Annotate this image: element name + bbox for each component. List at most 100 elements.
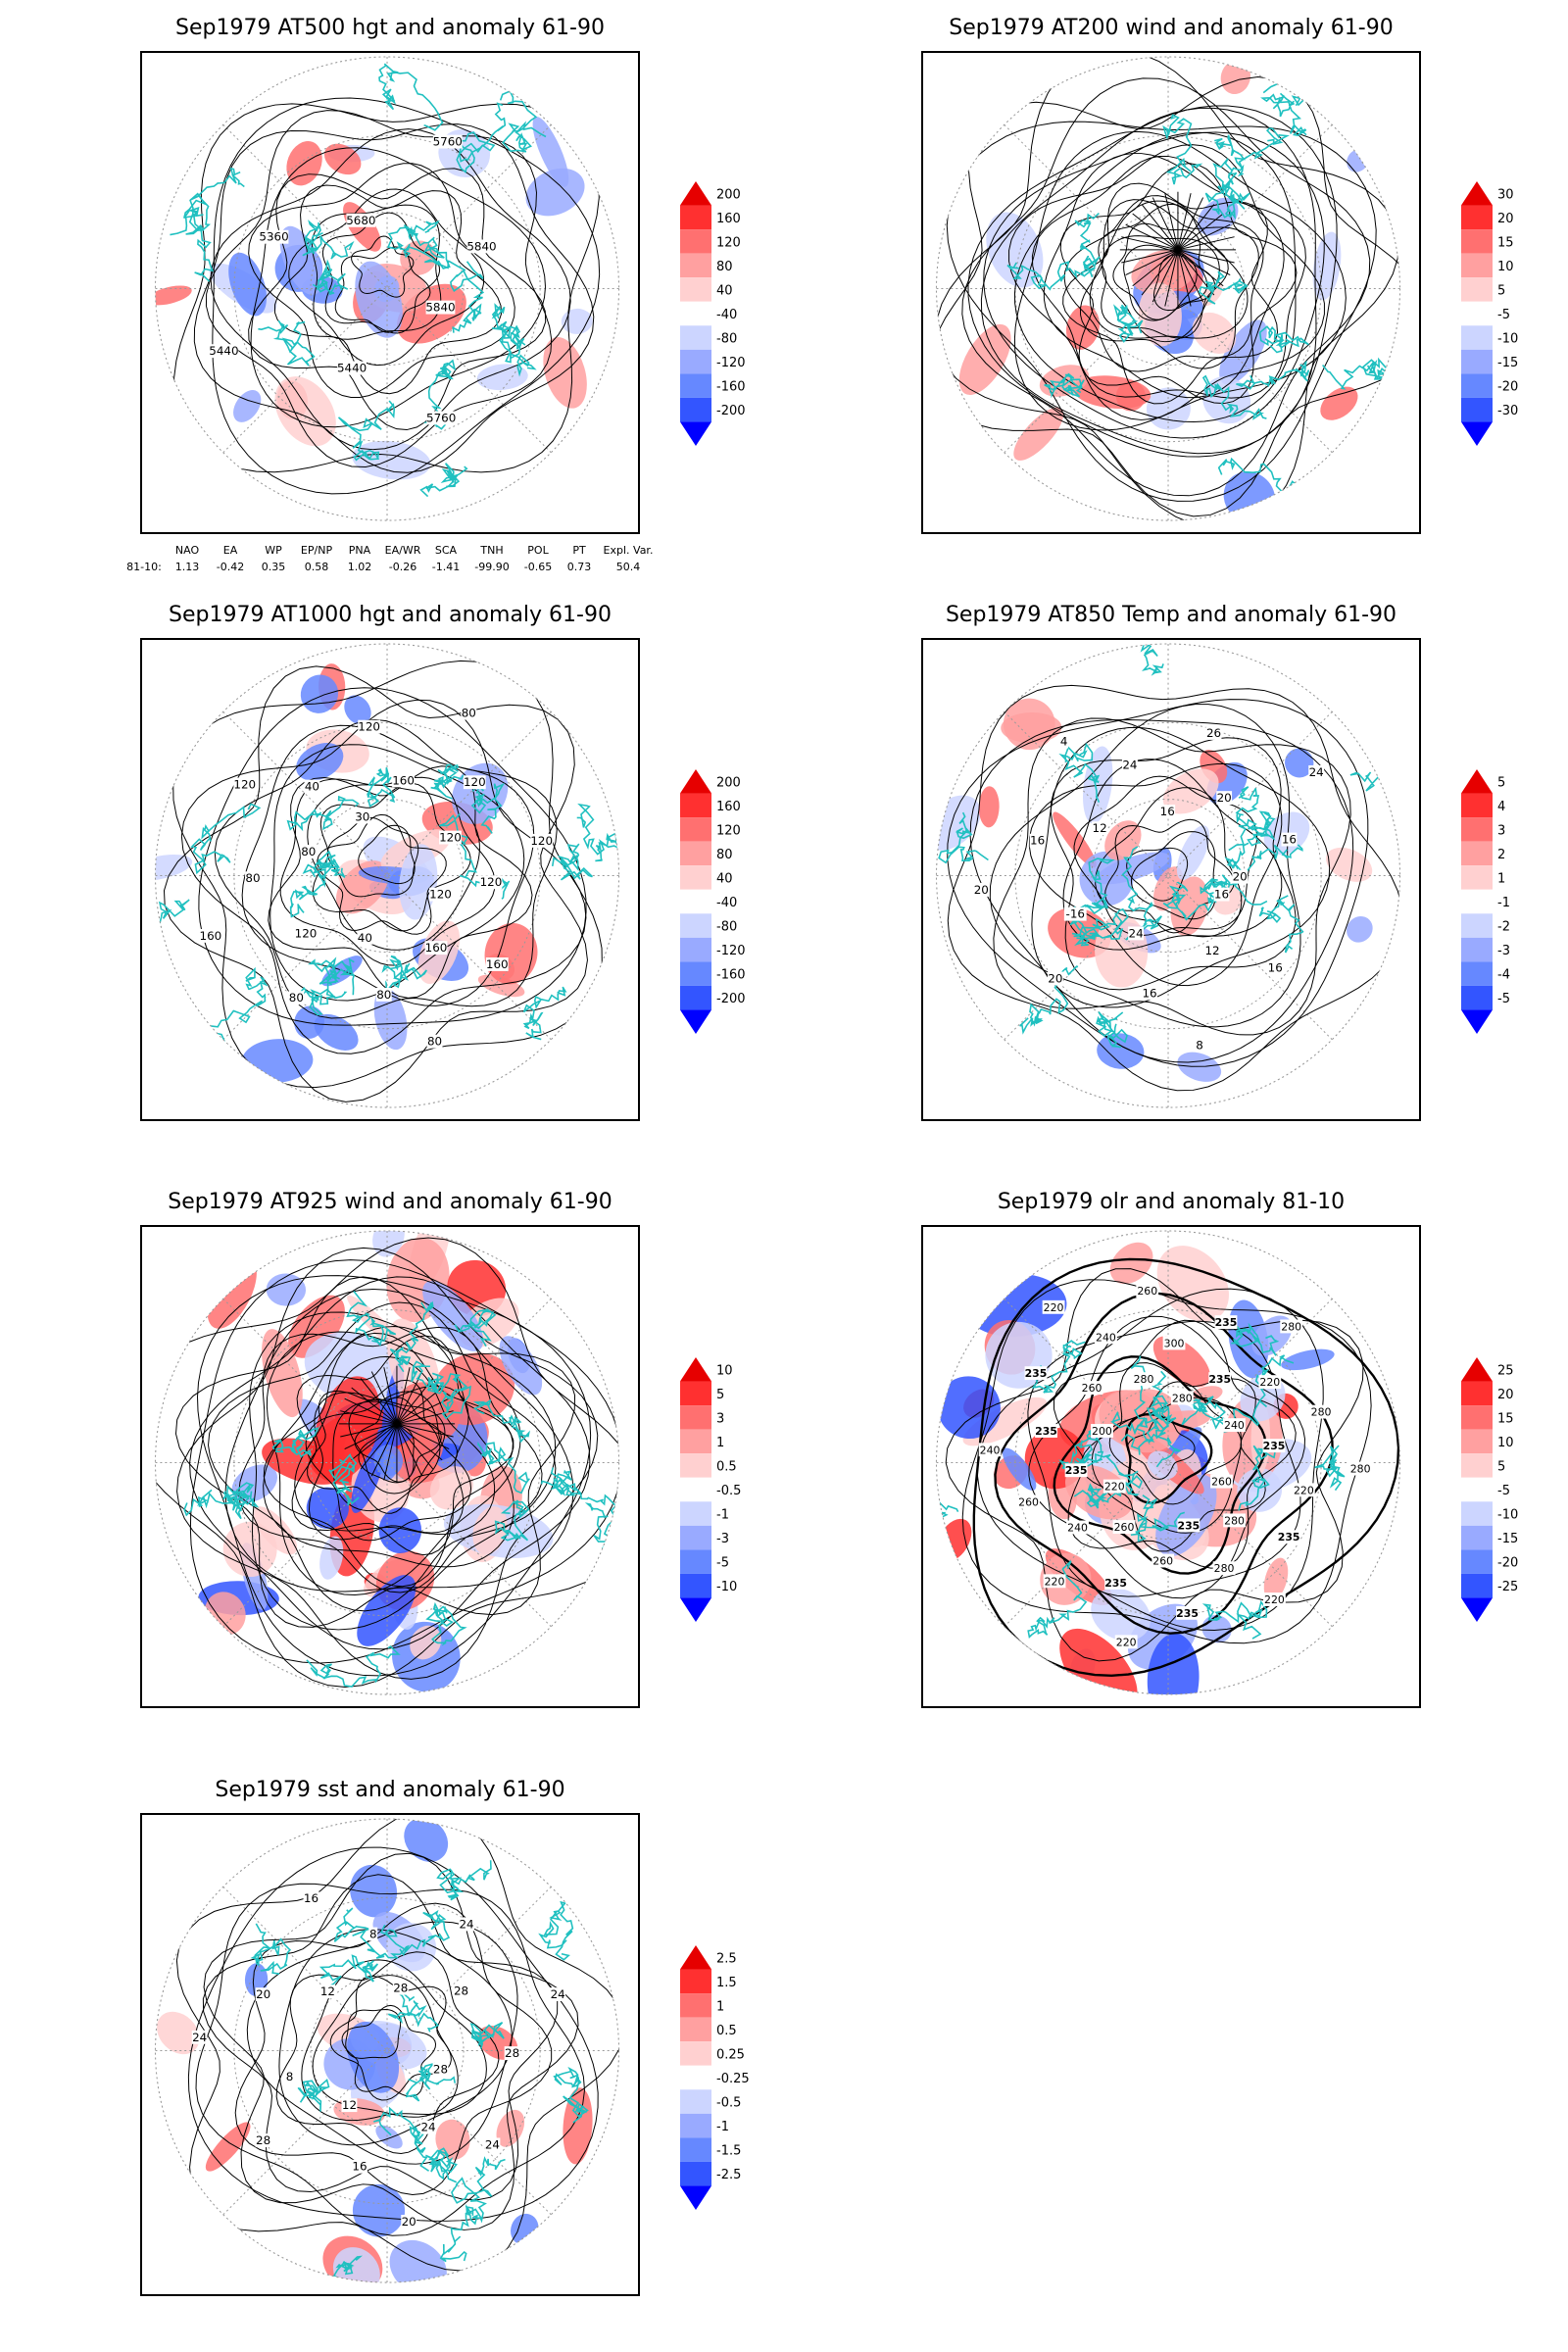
coastline [289,863,326,918]
streamline [396,1423,434,1470]
colorbar-swatch [1461,1501,1493,1526]
streamline [1132,249,1179,287]
contour-label-bg [1095,1330,1117,1345]
coastline [522,986,567,1041]
map-panel-olr: 260 235 280 220 280 235 235 260 220 235 260 220 240 2… [921,1225,1421,1708]
contour-label-bg [425,300,456,315]
colorbar-label: 1 [716,1436,724,1450]
colorbar-swatch [680,2089,711,2114]
contour-label: -16 [1066,907,1085,921]
colorbar-label: 160 [716,212,741,226]
colorbar-label: -2 [1497,920,1510,935]
contour-label: 12 [320,1984,335,1998]
contour-label-bg [1132,1372,1155,1387]
contour-label-bg [1177,1518,1200,1533]
coastline [1058,1427,1104,1473]
anomaly-shade [1263,1557,1289,1601]
streamline [360,1378,398,1425]
coastline [1071,907,1129,946]
contour-line [193,123,595,473]
panel-title: Sep1979 AT925 wind and anomaly 61-90 [168,1190,612,1214]
contour-label: 28 [433,2063,448,2077]
contour-label: 260 [1114,1521,1135,1534]
anomaly-shade [314,1013,359,1051]
colorbar-label: -160 [716,968,746,983]
colorbar-sst: 2.5 1.5 1 0.5 0.25 -0.25 -0.5 -1 -1.5 -2.5 [676,1936,784,2239]
coastline [381,955,427,994]
contour-label-bg [1214,1315,1238,1330]
anomaly-shade [155,285,192,306]
colorbar-label: 25 [1497,1363,1514,1378]
contour-label-bg [358,719,381,734]
colorbar-arrow-top [680,1357,711,1382]
contour-line [1053,1319,1297,1569]
colorbar-label: -40 [716,308,737,322]
streamline [383,1423,398,1481]
colorbar-swatch [680,865,711,890]
colorbar-swatch [680,1453,711,1478]
streamline [1177,249,1231,275]
contour-label: 20 [402,2215,416,2229]
colorbar-swatch [1461,1573,1493,1598]
coastline [1201,1599,1268,1640]
streamline [396,1423,450,1449]
contour-label-bg [459,1917,474,1932]
contour-label-bg [1080,1381,1103,1396]
streamline [936,56,1399,521]
anomaly-shade [958,323,1011,395]
anomaly-shade [262,1438,349,1485]
colorbar-label: -5 [716,1556,729,1571]
contour-label-bg [1267,960,1284,975]
contour-label: 260 [1152,1554,1173,1567]
colorbar-swatch [680,937,711,962]
colorbar-swatch [1461,205,1493,230]
colorbar-label: 120 [716,823,741,838]
colorbar-swatch [680,2113,711,2138]
contour-label-bg [504,2046,520,2061]
contour-label: 28 [393,1982,408,1995]
colorbar-label: 15 [1497,1411,1514,1426]
index-value: -99.90 [474,561,510,573]
contour-line [317,813,447,935]
coastline [477,1441,530,1494]
streamline [946,121,1377,502]
contour-label: 260 [1082,1382,1102,1395]
contour-label: 120 [480,875,503,889]
polar-map: 28 24 24 20 16 12 28 8 24 20 12 16 8 28 24 28 24 28 [154,1818,620,2283]
colorbar-label: -30 [1497,404,1518,418]
anomaly-shade [476,364,528,391]
contour-label-bg [424,941,448,956]
anomaly-shade [372,1230,405,1257]
contour-line [210,128,571,451]
contour-label: 5840 [466,239,496,253]
contour-label: 120 [530,834,553,848]
colorbar-label: 3 [716,1411,724,1426]
contour-label: 280 [1350,1463,1371,1476]
contour-label-bg [1308,764,1325,779]
coastline [1074,212,1101,278]
contour-line [1062,759,1283,951]
anomaly-shade [472,1506,508,1555]
colorbar-arrow-bottom [1461,1597,1493,1622]
streamline [1121,236,1179,251]
streamline [1177,197,1204,251]
coastline [367,767,396,808]
colorbar-label: -3 [716,1532,729,1546]
streamline [1014,131,1297,423]
coastline [1201,374,1267,420]
contour-label: 8 [369,1927,377,1940]
contour-label-bg [255,1987,271,2002]
anomaly-shade [1109,1242,1153,1285]
polar-map: 16 16 12 8 16 24 20 -16 20 16 12 4 24 16 26 20 24 16 20 [935,643,1401,1108]
anomaly-shade [1053,811,1097,868]
anomaly-shade [304,1332,401,1403]
coastline [1058,742,1101,803]
colorbar-swatch [1461,985,1493,1010]
anomaly-shade [375,2125,403,2149]
streamline [396,1423,411,1481]
coastline [1162,114,1203,185]
contour-label-bg [1104,1575,1127,1590]
contour-line [278,1929,513,2146]
contour-label: 240 [980,1444,1001,1456]
anomaly-shade [233,390,262,422]
